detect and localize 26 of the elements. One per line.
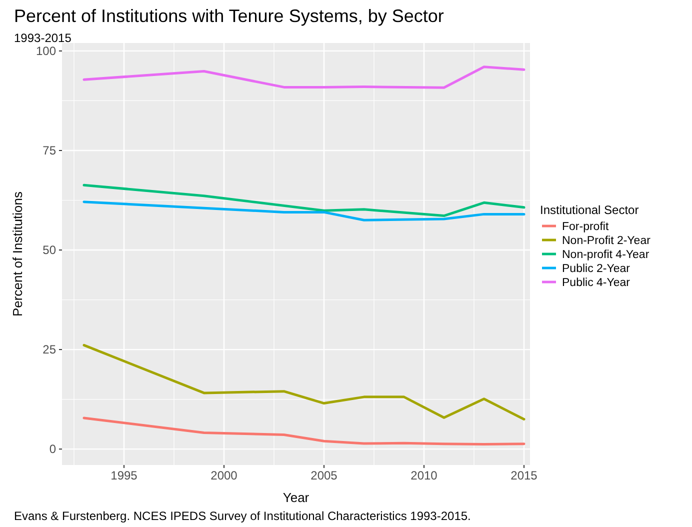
legend-label: Public 4-Year [562, 277, 630, 289]
legend-title: Institutional Sector [540, 203, 639, 217]
x-tick-label: 2010 [410, 468, 438, 483]
text: Evans & Furstenberg. NCES IPEDS Survey of Institutional Characteristics 1993-2015. [14, 509, 471, 523]
x-tick-label: 2000 [210, 468, 238, 483]
y-tick-label: 0 [49, 442, 56, 456]
chart-title: Percent of Institutions with Tenure Systems, by Sector [14, 6, 444, 26]
x-tick-label: 1995 [110, 468, 138, 483]
legend-label: Non-Profit 2-Year [562, 235, 651, 247]
y-tick-label: 100 [36, 44, 56, 58]
line-series [82, 66, 526, 89]
legend-label: Public 2-Year [562, 263, 630, 275]
legend-label: For-profit [562, 221, 610, 233]
y-tick-label: 50 [42, 242, 56, 257]
line-series [82, 184, 526, 218]
chart-subtitle: 1993-2015 [14, 31, 72, 45]
line-series [82, 344, 526, 420]
x-tick-label: 2015 [510, 468, 538, 483]
line-series [82, 200, 526, 222]
legend-label: Non-profit 4-Year [562, 249, 650, 261]
y-axis-title: Percent of Institutions [10, 190, 25, 317]
x-tick-label: 2005 [310, 468, 338, 483]
y-tick-label: 75 [42, 143, 56, 158]
y-tick-label: 25 [42, 342, 56, 356]
x-axis-title: Year [282, 490, 310, 505]
line-series [82, 416, 526, 446]
